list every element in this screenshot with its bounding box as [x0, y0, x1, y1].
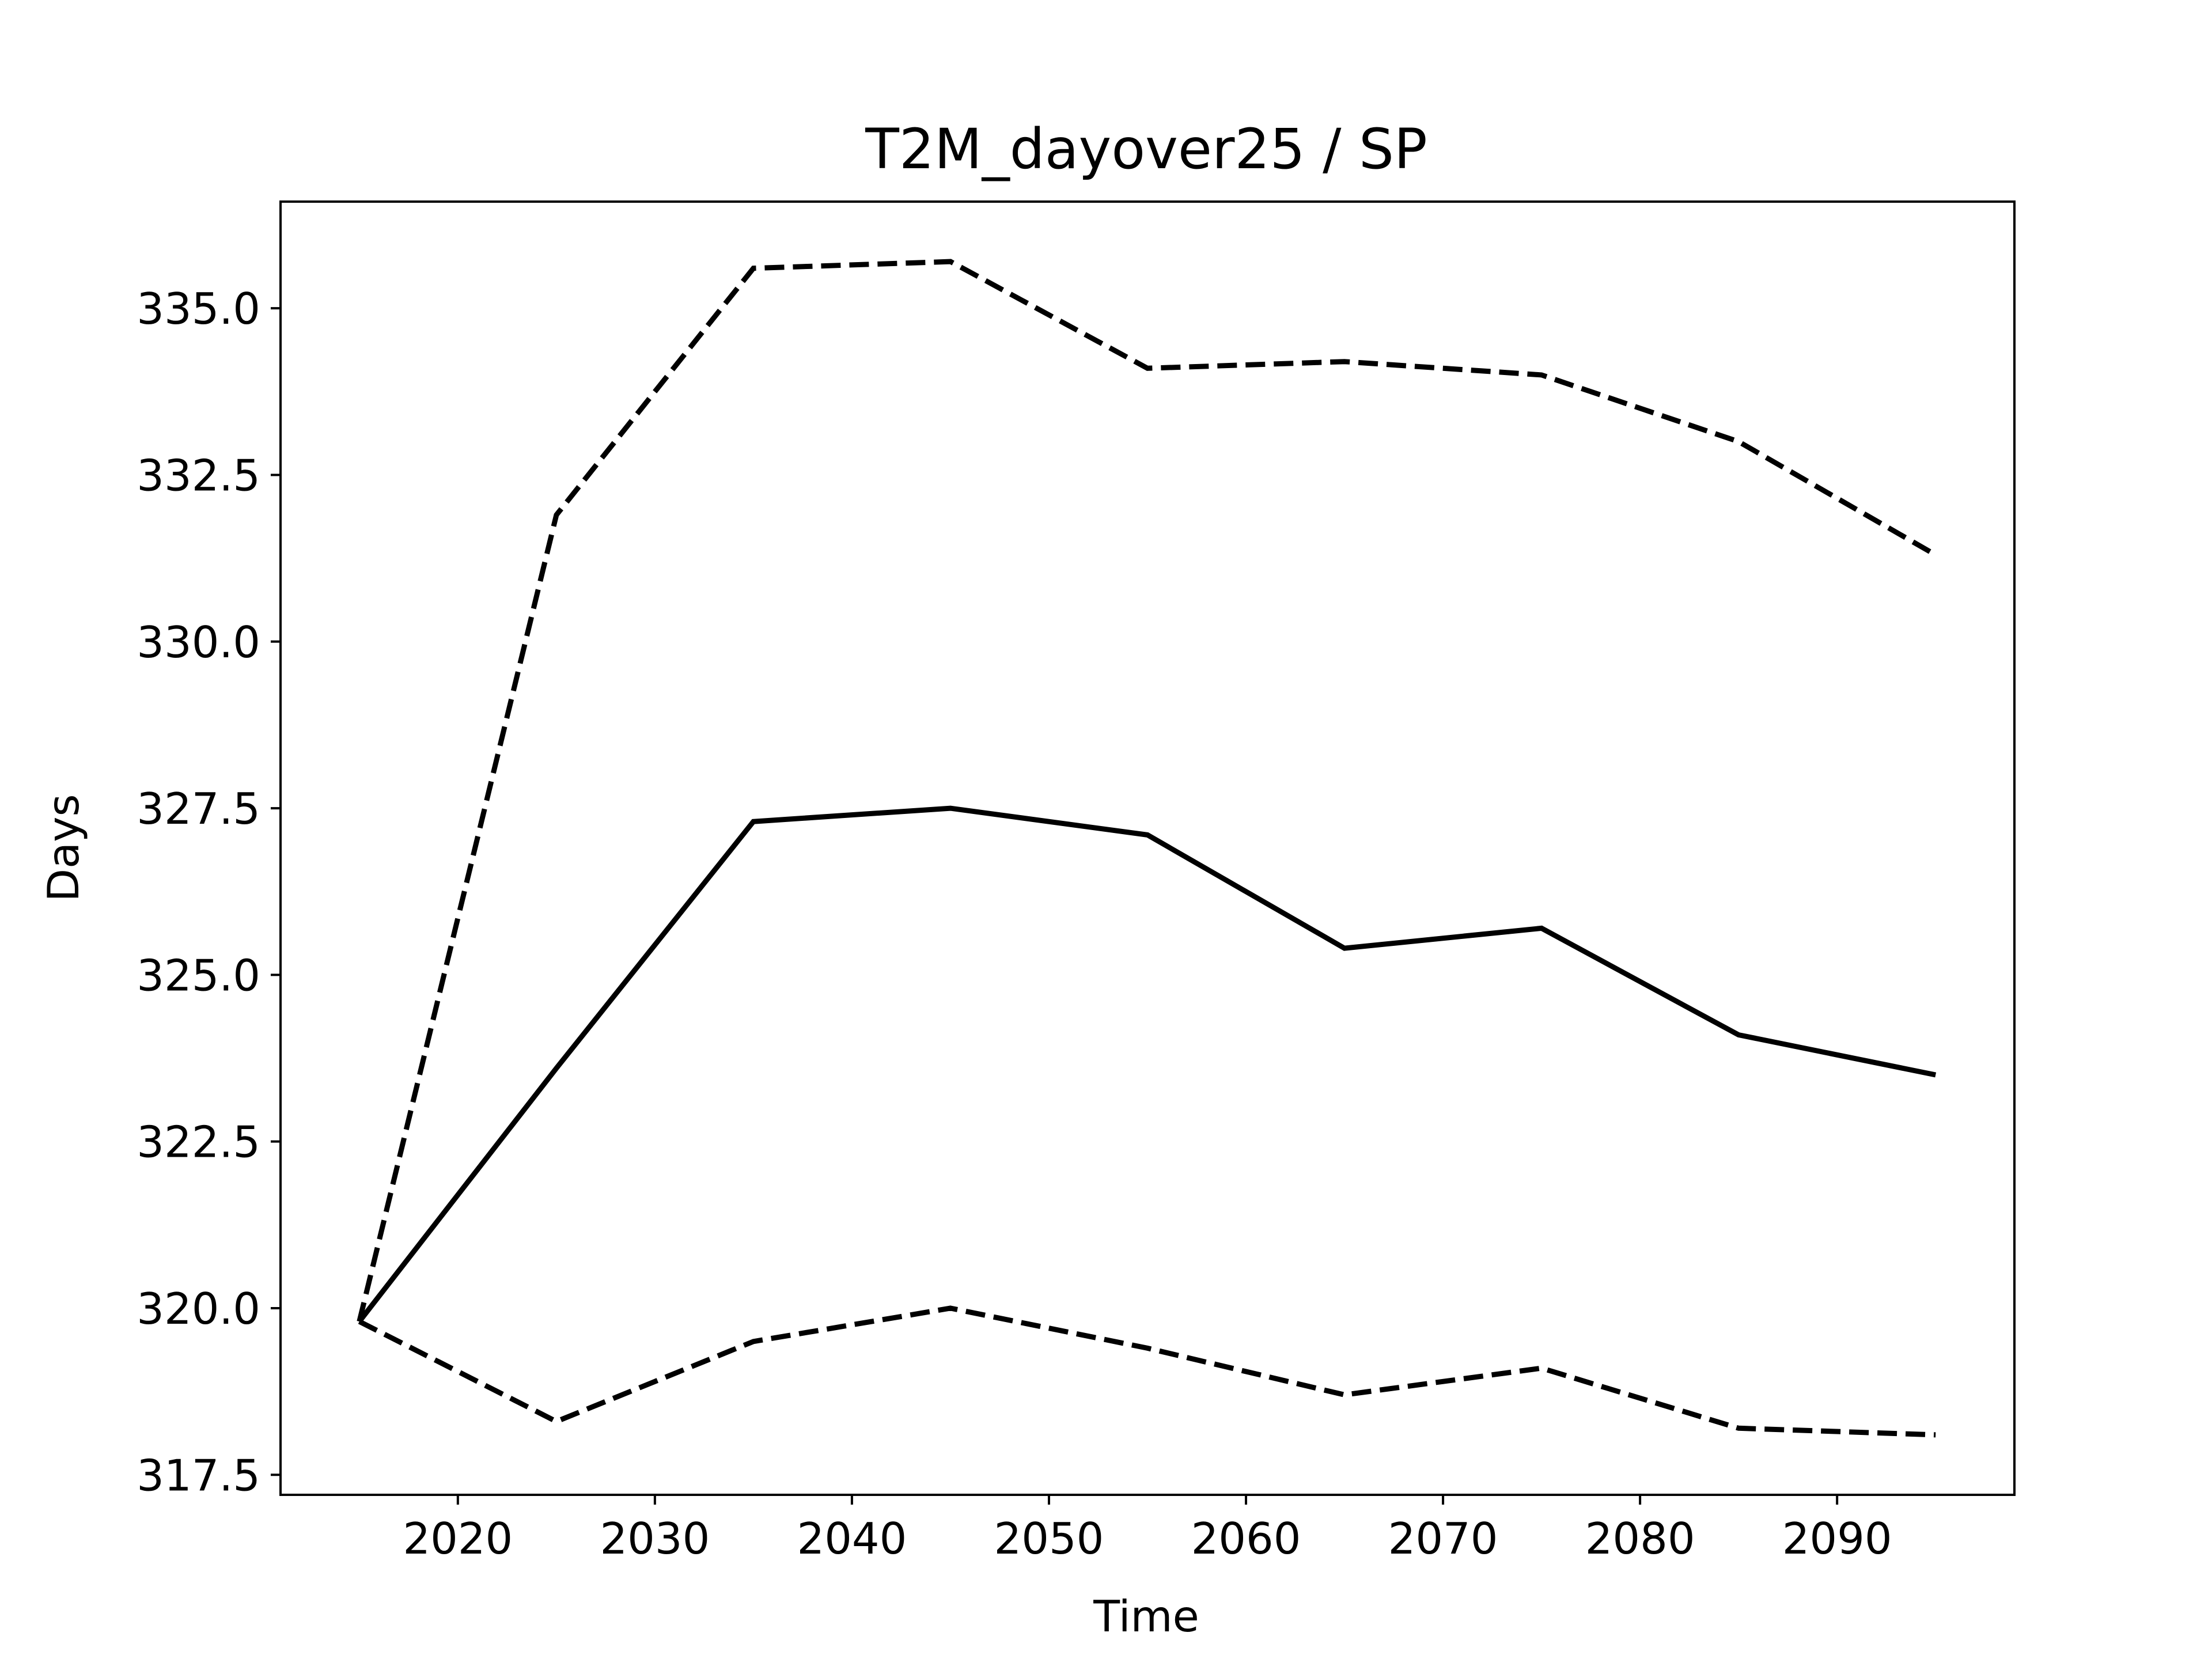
series-line-0 — [357, 805, 1937, 1323]
series-line-2 — [358, 1305, 1936, 1438]
x-axis-label: Time — [1093, 1591, 1199, 1642]
x-tick-label: 2050 — [994, 1513, 1104, 1564]
y-tick-label: 327.5 — [137, 783, 260, 834]
x-tick-label: 2070 — [1388, 1513, 1498, 1564]
plot-frame — [279, 200, 2016, 1496]
x-tick-label: 2040 — [797, 1513, 907, 1564]
x-tick-label: 2090 — [1782, 1513, 1892, 1564]
y-axis-label: Days — [38, 794, 89, 902]
x-axis-ticks: 2020 2030 2040 2050 2060 2070 2080 2090 — [403, 1495, 1892, 1564]
y-tick-label: 320.0 — [137, 1283, 260, 1334]
x-tick-label: 2080 — [1585, 1513, 1695, 1564]
y-tick-label: 325.0 — [137, 950, 260, 1001]
x-tick-label: 2020 — [403, 1513, 513, 1564]
series-layer — [357, 259, 1937, 1438]
y-tick-label: 317.5 — [137, 1450, 260, 1501]
y-tick-label: 335.0 — [137, 283, 260, 334]
series-line-1 — [357, 259, 1937, 1323]
x-tick-label: 2060 — [1191, 1513, 1301, 1564]
y-tick-label: 322.5 — [137, 1117, 260, 1168]
chart-title: T2M_dayover25 / SP — [865, 117, 1427, 181]
y-tick-label: 332.5 — [137, 450, 260, 501]
y-tick-label: 330.0 — [137, 617, 260, 668]
x-tick-label: 2030 — [600, 1513, 710, 1564]
y-axis-ticks: 317.5 320.0 322.5 325.0 327.5 330.0 332.5 335.0 — [137, 283, 281, 1501]
